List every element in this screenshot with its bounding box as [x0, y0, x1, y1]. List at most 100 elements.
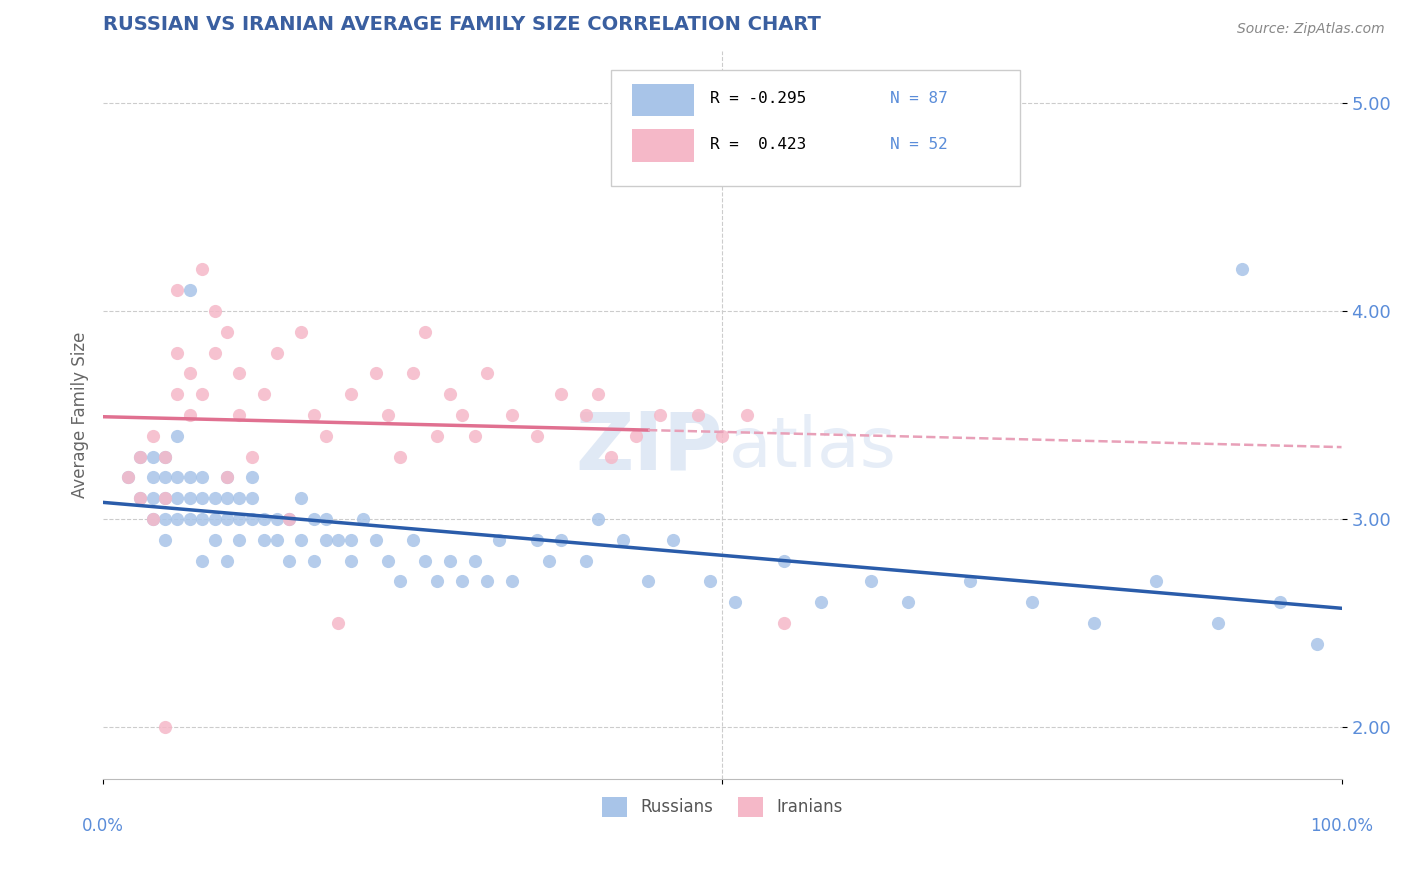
Point [166, 387, 188, 401]
Point [662, 533, 685, 547]
Text: 0.0%: 0.0% [82, 816, 124, 835]
Point [624, 429, 647, 443]
Point [290, 491, 312, 506]
Point [240, 470, 263, 484]
Point [550, 533, 572, 547]
Y-axis label: Average Family Size: Average Family Size [72, 332, 89, 498]
Point [215, 553, 238, 567]
Point [142, 512, 165, 526]
Text: N = 87: N = 87 [890, 91, 948, 105]
Point [810, 595, 832, 609]
Point [290, 325, 312, 339]
Point [724, 595, 747, 609]
Point [340, 553, 363, 567]
Point [439, 553, 461, 567]
Point [240, 512, 263, 526]
Point [650, 408, 672, 422]
Point [142, 429, 165, 443]
Point [266, 512, 288, 526]
Point [191, 470, 214, 484]
Point [204, 304, 226, 318]
Point [129, 491, 152, 506]
Point [153, 533, 176, 547]
Point [377, 408, 399, 422]
FancyBboxPatch shape [610, 70, 1019, 186]
Point [228, 533, 250, 547]
Point [302, 512, 325, 526]
Point [153, 450, 176, 464]
Point [451, 408, 474, 422]
Point [166, 512, 188, 526]
Point [215, 512, 238, 526]
Point [166, 429, 188, 443]
Point [328, 615, 350, 630]
Point [129, 450, 152, 464]
Point [735, 408, 758, 422]
Point [153, 720, 176, 734]
Text: RUSSIAN VS IRANIAN AVERAGE FAMILY SIZE CORRELATION CHART: RUSSIAN VS IRANIAN AVERAGE FAMILY SIZE C… [103, 15, 821, 34]
Point [277, 553, 299, 567]
Point [475, 574, 498, 589]
Point [117, 470, 139, 484]
Point [253, 512, 276, 526]
Point [464, 429, 486, 443]
Point [413, 553, 436, 567]
Point [228, 367, 250, 381]
Point [215, 470, 238, 484]
Point [464, 553, 486, 567]
Point [191, 553, 214, 567]
Point [179, 367, 201, 381]
Point [315, 429, 337, 443]
Point [1268, 595, 1291, 609]
Point [191, 387, 214, 401]
Point [340, 533, 363, 547]
Point [266, 345, 288, 359]
Point [302, 408, 325, 422]
Point [773, 615, 796, 630]
Point [179, 512, 201, 526]
Point [1232, 262, 1254, 277]
Point [588, 512, 610, 526]
Point [266, 533, 288, 547]
Point [191, 491, 214, 506]
Point [1144, 574, 1167, 589]
Text: R = -0.295: R = -0.295 [710, 91, 806, 105]
Point [364, 533, 387, 547]
Text: Source: ZipAtlas.com: Source: ZipAtlas.com [1237, 22, 1385, 37]
Point [426, 574, 449, 589]
Point [215, 325, 238, 339]
Point [1021, 595, 1043, 609]
Point [117, 470, 139, 484]
Text: N = 52: N = 52 [890, 136, 948, 152]
Point [1306, 637, 1329, 651]
Point [897, 595, 920, 609]
Point [588, 387, 610, 401]
Text: R =  0.423: R = 0.423 [710, 136, 806, 152]
Point [179, 491, 201, 506]
Point [402, 533, 425, 547]
Point [711, 429, 734, 443]
Point [389, 450, 412, 464]
Point [191, 262, 214, 277]
Point [439, 387, 461, 401]
Point [637, 574, 659, 589]
Point [142, 512, 165, 526]
Point [1083, 615, 1105, 630]
Point [142, 450, 165, 464]
Point [488, 533, 510, 547]
Point [699, 574, 721, 589]
Point [228, 512, 250, 526]
Point [204, 491, 226, 506]
Point [377, 553, 399, 567]
Legend: Russians, Iranians: Russians, Iranians [593, 789, 851, 825]
Point [290, 533, 312, 547]
Point [153, 491, 176, 506]
Point [179, 283, 201, 297]
Point [315, 512, 337, 526]
Point [501, 574, 523, 589]
Point [191, 512, 214, 526]
Point [859, 574, 882, 589]
Point [364, 367, 387, 381]
Point [277, 512, 299, 526]
Point [228, 408, 250, 422]
